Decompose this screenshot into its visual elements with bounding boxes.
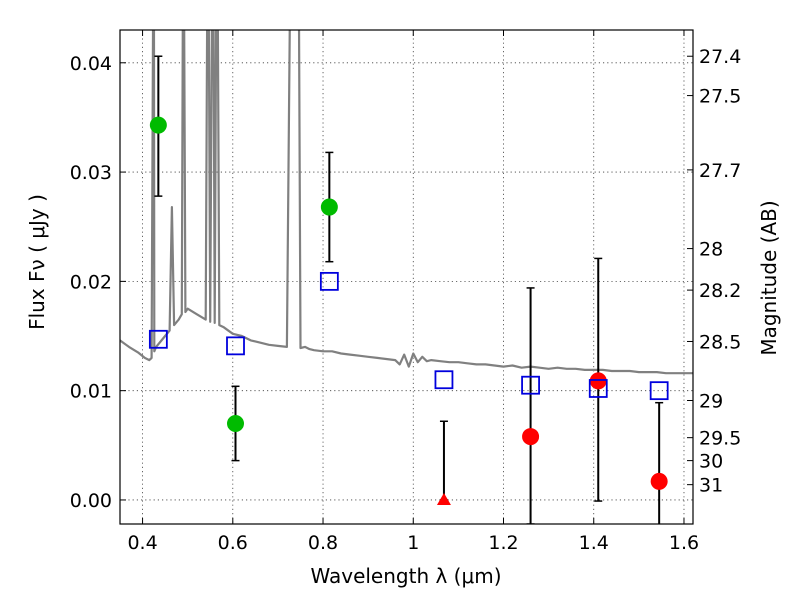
- right-tick-label: 28: [699, 239, 723, 261]
- data-point: [320, 198, 338, 216]
- model-spectrum-line: [120, 30, 693, 375]
- data-point: [227, 414, 245, 432]
- right-axis-title: Magnitude (AB): [757, 200, 781, 355]
- right-tick-label: 29: [699, 391, 723, 413]
- y-axis-title: Flux Fν ( μJy ): [25, 194, 49, 330]
- right-tick-label: 30: [699, 451, 723, 473]
- model-flux-square: [521, 375, 540, 395]
- x-tick-label: 0.4: [127, 532, 157, 554]
- grid: [120, 30, 693, 524]
- x-tick-label: 0.6: [218, 532, 248, 554]
- x-axis-title: Wavelength λ (μm): [310, 564, 501, 588]
- y-tick-label: 0.03: [70, 162, 112, 184]
- model-flux-square: [226, 336, 245, 356]
- upper-limit-marker: [436, 492, 451, 505]
- y-tick-label: 0.04: [70, 53, 112, 75]
- right-tick-label: 31: [699, 475, 723, 497]
- y-tick-label: 0.01: [70, 381, 112, 403]
- right-tick-label: 27.4: [699, 46, 741, 68]
- x-tick-label: 1.4: [579, 532, 609, 554]
- plot-frame: [119, 29, 694, 525]
- x-tick-label: 0.8: [308, 532, 338, 554]
- x-tick-label: 1: [407, 532, 419, 554]
- right-tick-label: 27.7: [699, 160, 741, 182]
- model-flux-square: [148, 329, 168, 349]
- data-point: [522, 428, 540, 446]
- model-flux-square: [649, 381, 669, 401]
- data-point: [149, 116, 167, 134]
- axes: 0.4 0.6 0.8 1 1.2 1.4 1.6 0.00 0.01 0.02 0.03 0.04 2…: [70, 30, 741, 554]
- right-tick-label: 28.5: [699, 331, 741, 353]
- model-flux-square: [434, 370, 454, 390]
- x-tick-label: 1.2: [488, 532, 518, 554]
- model-flux-square: [588, 379, 608, 398]
- right-tick-label: 28.2: [699, 280, 741, 302]
- data-point: [650, 472, 668, 490]
- y-tick-label: 0.00: [70, 490, 112, 512]
- right-tick-label: 29.5: [699, 428, 741, 450]
- right-tick-label: 27.5: [699, 86, 741, 108]
- x-tick-label: 1.6: [669, 532, 699, 554]
- y-tick-label: 0.02: [70, 271, 112, 293]
- plot-area: [120, 30, 693, 524]
- model-flux-square: [319, 271, 339, 291]
